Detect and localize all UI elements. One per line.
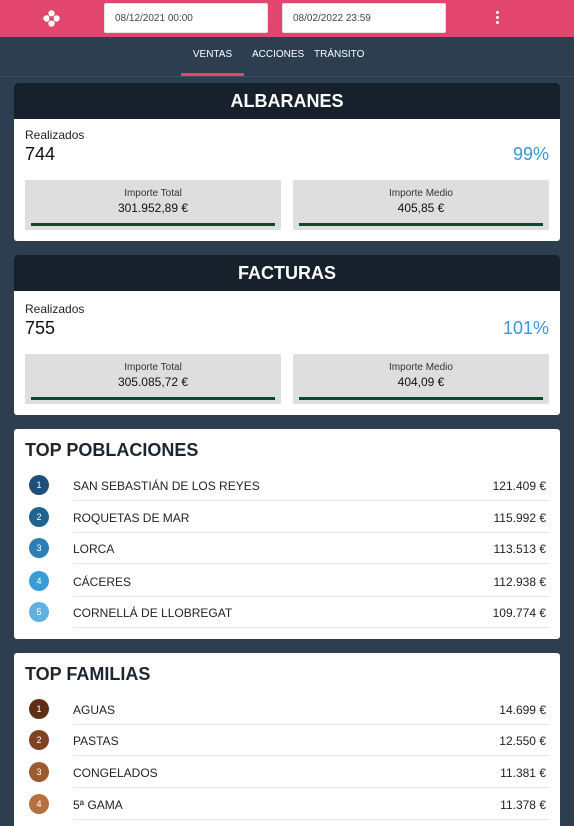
tab-ventas[interactable]: VENTAS	[181, 37, 244, 76]
importe-total-label: Importe Total	[124, 362, 182, 373]
importe-total-label: Importe Total	[124, 188, 182, 199]
importe-medio-label: Importe Medio	[389, 188, 453, 199]
rank-badge: 2	[29, 730, 49, 750]
item-name: PASTAS	[73, 734, 119, 748]
row-divider	[73, 500, 549, 501]
row-divider	[73, 563, 549, 564]
list-item[interactable]: 1 SAN SEBASTIÁN DE LOS REYES 121.409 €	[25, 470, 549, 501]
importe-medio-value: 405,85 €	[397, 201, 445, 215]
item-value: 113.513 €	[493, 542, 547, 556]
list-item[interactable]: 1 AGUAS 14.699 €	[25, 694, 549, 725]
date-from-input[interactable]	[104, 3, 268, 33]
row-divider	[73, 755, 549, 756]
item-name: ROQUETAS DE MAR	[73, 511, 190, 525]
albaranes-percent: 99%	[512, 144, 549, 164]
facturas-realizados-label: Realizados	[25, 302, 85, 316]
item-value: 11.378 €	[500, 798, 546, 812]
list-item[interactable]: 2 ROQUETAS DE MAR 115.992 €	[25, 502, 549, 533]
rank-badge: 4	[29, 794, 49, 814]
row-divider	[73, 596, 549, 597]
item-name: LORCA	[73, 542, 115, 556]
top-familias-card: TOP FAMILIAS 1 AGUAS 14.699 € 2 PASTAS 1…	[14, 653, 560, 826]
albaranes-importe-total: Importe Total 301.952,89 €	[25, 180, 281, 230]
importe-medio-value: 404,09 €	[397, 375, 445, 389]
item-name: 5ª GAMA	[73, 798, 123, 812]
item-name: CORNELLÁ DE LLOBREGAT	[73, 606, 233, 620]
row-divider	[73, 724, 549, 725]
row-divider	[73, 819, 549, 820]
list-item[interactable]: 2 PASTAS 12.550 €	[25, 725, 549, 756]
albaranes-importe-medio: Importe Medio 405,85 €	[293, 180, 549, 230]
facturas-importe-total: Importe Total 305.085,72 €	[25, 354, 281, 404]
facturas-title: FACTURAS	[14, 255, 560, 291]
tab-acciones[interactable]: ACCIONES	[252, 49, 305, 60]
content-scroll-area[interactable]: ALBARANES Realizados 744 99% Importe Tot…	[0, 78, 574, 826]
date-to-input[interactable]	[282, 3, 446, 33]
importe-total-value: 301.952,89 €	[117, 201, 189, 215]
albaranes-realizados-label: Realizados	[25, 128, 85, 142]
rank-badge: 4	[29, 571, 49, 591]
tab-transito[interactable]: TRÁNSITO	[314, 49, 365, 60]
facturas-card: FACTURAS Realizados 755 101% Importe Tot…	[14, 255, 560, 415]
item-value: 115.992 €	[493, 511, 547, 525]
top-poblaciones-card: TOP POBLACIONES 1 SAN SEBASTIÁN DE LOS R…	[14, 429, 560, 639]
item-name: CÁCERES	[73, 575, 132, 589]
albaranes-title: ALBARANES	[14, 83, 560, 119]
importe-total-bar	[31, 397, 275, 400]
top-poblaciones-title: TOP POBLACIONES	[25, 440, 199, 460]
row-divider	[73, 532, 549, 533]
list-item[interactable]: 3 CONGELADOS 11.381 €	[25, 757, 549, 788]
row-divider	[73, 627, 549, 628]
row-divider	[73, 787, 549, 788]
item-value: 121.409 €	[492, 479, 546, 493]
importe-medio-bar	[299, 397, 543, 400]
item-value: 112.938 €	[493, 575, 547, 589]
rank-badge: 3	[29, 538, 49, 558]
albaranes-card: ALBARANES Realizados 744 99% Importe Tot…	[14, 83, 560, 241]
flower-logo-icon[interactable]	[43, 10, 60, 27]
importe-total-bar	[31, 223, 275, 226]
list-item[interactable]: 5 CORNELLÁ DE LLOBREGAT 109.774 €	[25, 597, 549, 628]
item-value: 12.550 €	[499, 734, 546, 748]
list-item[interactable]: 3 LORCA 113.513 €	[25, 533, 549, 564]
rank-badge: 2	[29, 507, 49, 527]
importe-medio-bar	[299, 223, 543, 226]
item-name: SAN SEBASTIÁN DE LOS REYES	[73, 479, 260, 493]
top-familias-title: TOP FAMILIAS	[25, 664, 151, 684]
tab-bar: VENTAS ACCIONES TRÁNSITO	[0, 37, 574, 77]
rank-badge: 1	[29, 699, 49, 719]
item-name: CONGELADOS	[73, 766, 158, 780]
rank-badge: 1	[29, 475, 49, 495]
item-value: 11.381 €	[500, 766, 546, 780]
top-bar	[0, 0, 574, 37]
importe-total-value: 305.085,72 €	[117, 375, 189, 389]
facturas-percent: 101%	[502, 318, 549, 338]
rank-badge: 3	[29, 762, 49, 782]
facturas-importe-medio: Importe Medio 404,09 €	[293, 354, 549, 404]
importe-medio-label: Importe Medio	[389, 362, 453, 373]
rank-badge: 5	[29, 602, 49, 622]
albaranes-realizados-value: 744	[25, 144, 56, 164]
item-value: 14.699 €	[499, 703, 546, 717]
item-name: AGUAS	[73, 703, 116, 717]
facturas-realizados-value: 755	[25, 318, 56, 338]
list-item[interactable]: 4 CÁCERES 112.938 €	[25, 566, 549, 597]
more-vertical-icon[interactable]	[490, 8, 506, 28]
list-item[interactable]: 4 5ª GAMA 11.378 €	[25, 789, 549, 820]
item-value: 109.774 €	[492, 606, 546, 620]
